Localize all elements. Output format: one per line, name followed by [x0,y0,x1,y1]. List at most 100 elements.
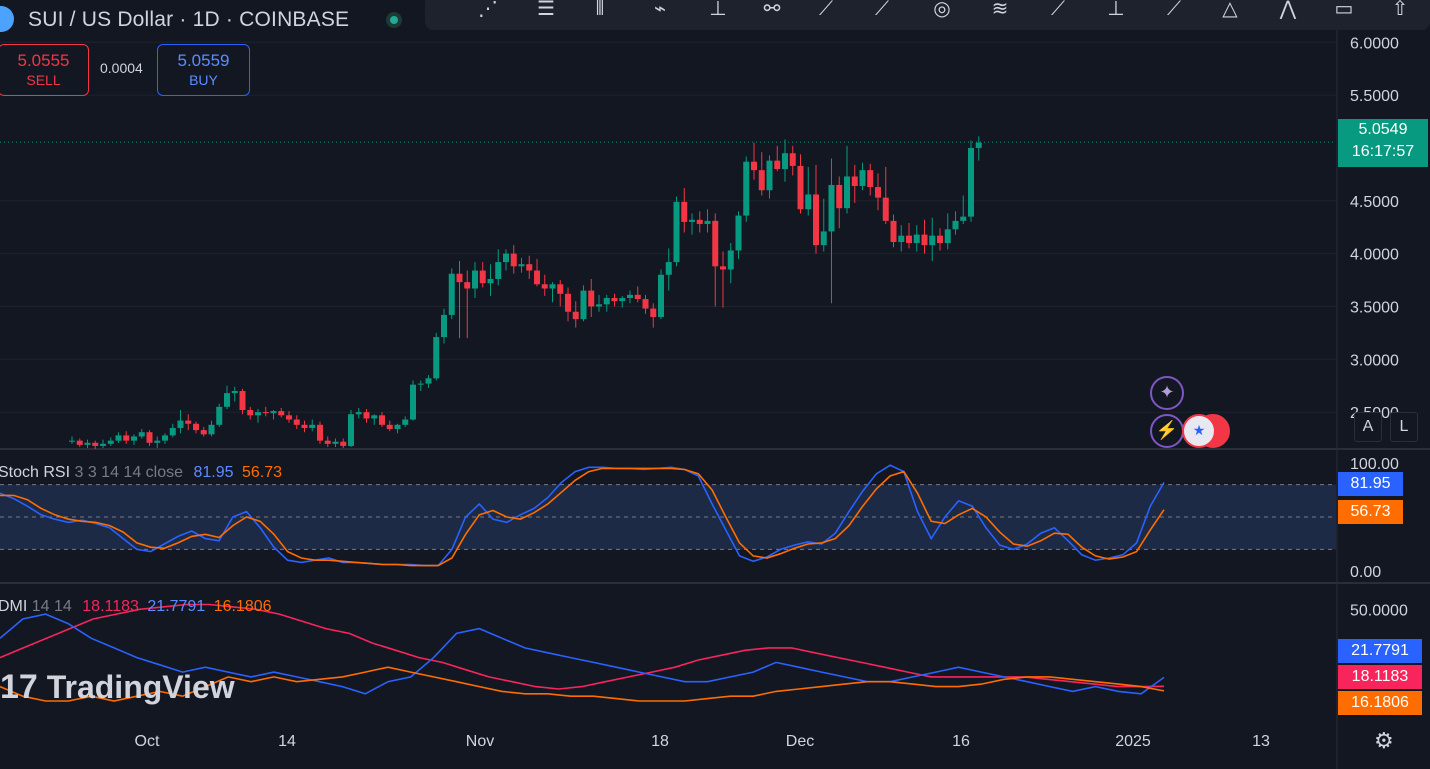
candle-body [627,294,633,299]
candle-body [394,424,401,430]
candles-tool-icon[interactable]: ⫴ [595,0,605,20]
triangle-tool-icon[interactable]: △ [1222,0,1238,20]
pattern-tool-icon[interactable]: ⋰ [478,0,498,20]
candle-body [193,423,199,431]
candle-body [611,298,618,302]
dmi-legend[interactable]: DMI 14 14 18.1183 21.7791 16.1806 [0,598,272,616]
dmi-plus-line [0,613,1165,695]
dmi-params: 14 14 [31,598,72,615]
candle-body [867,170,874,188]
stoch-d-value: 56.73 [241,464,283,481]
stoch-tick-label: 0.00 [1350,564,1381,581]
fib-tool-icon[interactable]: ⟋ [875,0,889,20]
measure-tool-icon[interactable]: ⚯ [763,0,781,20]
candle-body [371,415,378,419]
ray-tool-icon[interactable]: ⟋ [1051,0,1065,20]
candle-body [169,427,176,436]
candle-body [898,235,905,242]
candle-body [208,424,215,435]
settings-gear-icon[interactable]: ⚙ [1374,728,1394,753]
stoch-rsi-legend[interactable]: Stoch RSI 3 3 14 14 close 81.95 56.73 [0,464,282,482]
sell-price: 5.0555 [17,51,70,70]
candle-body [681,201,688,222]
dmi-adx-tag: 16.1806 [1338,691,1422,715]
candle-body [844,176,850,209]
channel-tool-icon[interactable]: ≋ [991,0,1009,20]
price-tick-label: 4.5000 [1350,194,1399,211]
candle-body [301,424,308,428]
candle-body [456,273,463,283]
candle-body [216,406,223,425]
candle-body [541,284,548,289]
candle-body [76,440,83,445]
candle-body [937,235,943,244]
candle-body [968,147,974,217]
candle-body [921,234,928,246]
x-tick-label: Oct [135,733,160,750]
candle-body [293,419,300,425]
candle-body [836,184,843,209]
circle-tool-icon[interactable]: ◎ [933,0,951,20]
candle-body [309,424,316,428]
candle-body [797,165,804,210]
x-tick-label: Nov [466,733,494,750]
candle-body [952,220,959,230]
arrow-up-icon[interactable]: ⇧ [1391,0,1409,20]
vertical-line-icon[interactable]: ⊥ [709,0,727,20]
candle-body [820,231,827,246]
candle-body [410,384,416,420]
candle-body [813,194,819,246]
path-tool-icon[interactable]: ⟋ [1167,0,1181,20]
candle-body [340,441,347,446]
candle-body [696,219,703,225]
auto-scale-button[interactable]: A [1354,412,1382,442]
candle-body [107,440,114,444]
stoch-d-line [0,467,1165,567]
shapes-tool-icon[interactable]: ⌁ [653,0,667,20]
last-price-tag: 5.0549 16:17:57 [1338,119,1428,167]
log-scale-button[interactable]: L [1390,412,1418,442]
candle-body [882,197,889,221]
candle-body [402,419,409,425]
drawing-toolbar: ⋰ ☰ ⫴ ⌁ ⊥ ⚯ ⟋ ⟋ ◎ ≋ ⟋ ⊥ ⟋ △ ⋀ ▭ ⇧ [425,0,1430,30]
note-tool-icon[interactable]: ▭ [1334,0,1354,20]
candle-body [557,284,564,294]
sell-label: SELL [26,72,61,88]
trend-line-icon[interactable]: ⟋ [819,0,833,20]
flag-icon[interactable]: ★ [1182,414,1216,448]
dmi-adx-line [0,666,1165,702]
x-tick-label: 18 [651,733,669,750]
candle-body [441,314,447,338]
candle-body [379,415,385,425]
candle-body [123,435,130,441]
tradingview-logo: 17 [0,668,38,706]
candle-body [355,412,362,415]
candle-body [363,412,370,419]
stoch-rsi-params: 3 3 14 14 close [74,464,184,481]
candle-body [185,420,192,424]
candle-body [805,194,812,210]
candle-body [503,253,509,263]
candle-body [317,424,323,441]
candle-body [789,153,796,166]
tradingview-watermark: 17 TradingView [0,668,235,707]
lightning-icon[interactable]: ⚡ [1150,414,1184,448]
candle-body [634,294,641,300]
pattern-abcd-icon[interactable]: ⋀ [1279,0,1297,20]
lines-tool-icon[interactable]: ☰ [537,0,555,20]
dmi-minus-value: 18.1183 [82,598,139,615]
magic-icon[interactable]: ✦ [1150,376,1184,410]
candle-body [906,235,912,244]
candle-body [100,443,106,446]
candle-body [572,311,579,320]
candle-body [278,411,285,416]
sell-button[interactable]: 5.0555 SELL [0,44,89,96]
anchor-tool-icon[interactable]: ⊥ [1107,0,1125,20]
buy-button[interactable]: 5.0559 BUY [157,44,250,96]
candle-body [673,201,680,263]
candle-body [588,290,595,307]
candle-body [751,161,757,171]
candle-body [262,412,269,414]
x-tick-label: 13 [1252,733,1270,750]
